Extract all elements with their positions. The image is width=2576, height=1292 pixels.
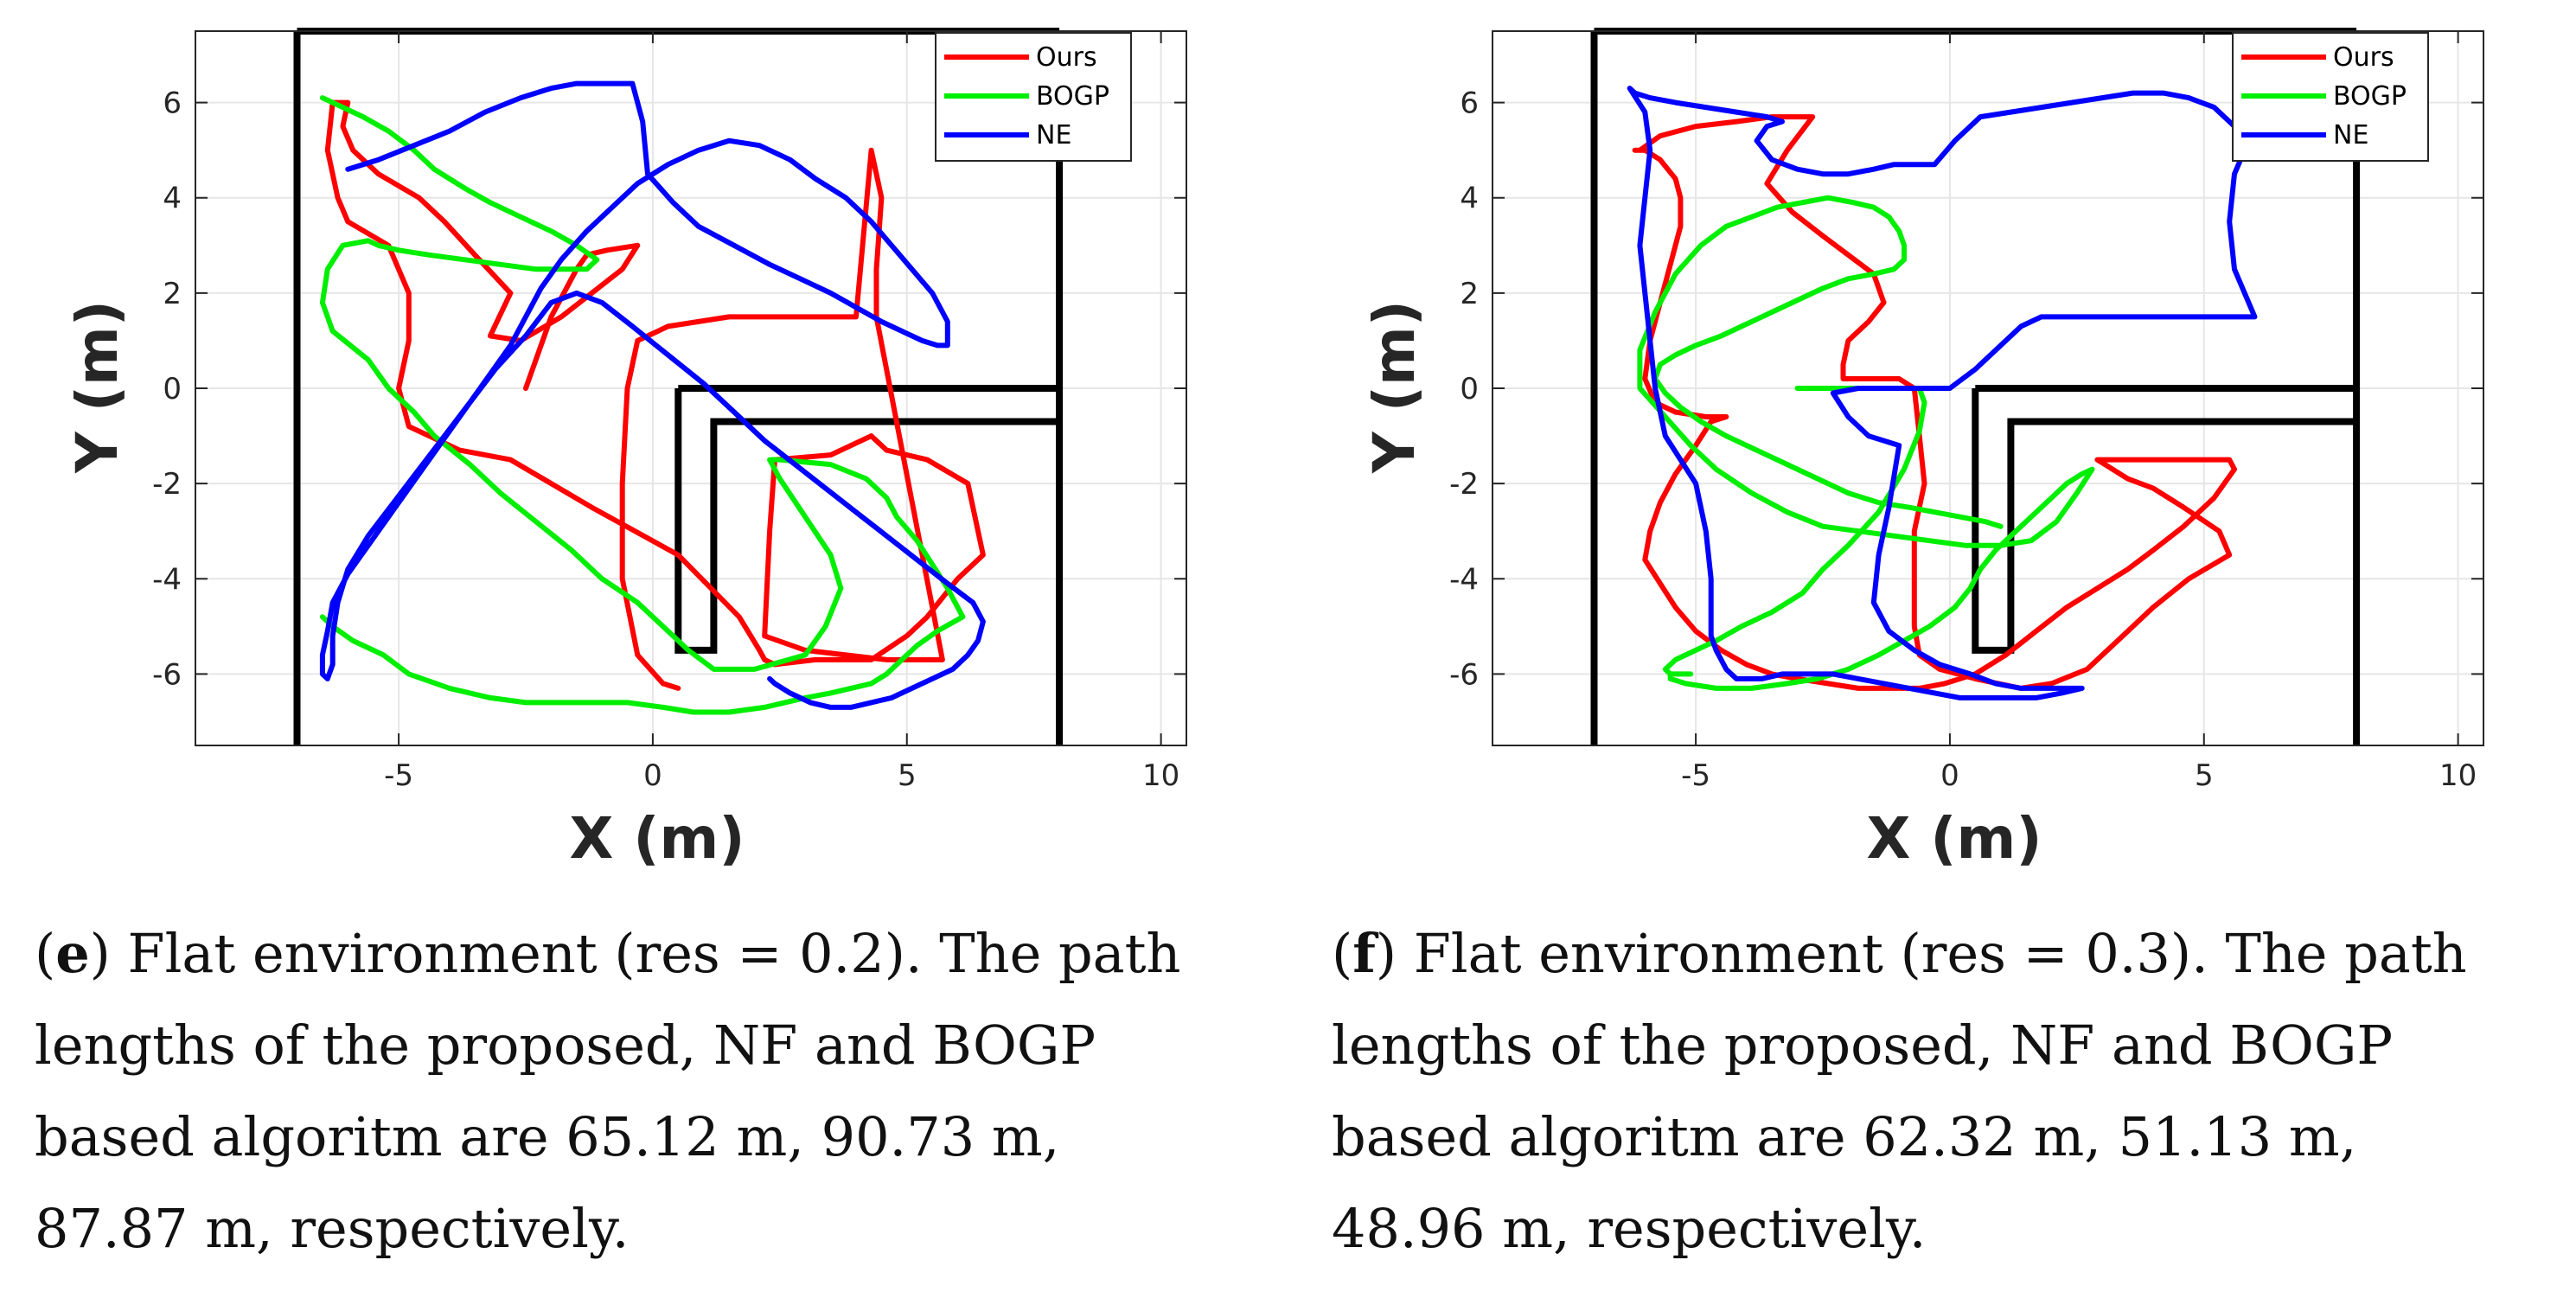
x-tick-label: 0	[1940, 758, 1959, 793]
series-ne-path	[1627, 86, 2258, 700]
caption-line: lengths of the proposed, NF and BOGP	[1332, 1014, 2394, 1077]
y-tick-label: 6	[163, 86, 182, 121]
legend-box	[2232, 32, 2429, 162]
series-bogp-path	[319, 95, 966, 715]
y-axis-label: Y (m)	[64, 300, 131, 474]
caption-line: (e) Flat environment (res = 0.2). The pa…	[35, 922, 1181, 985]
legend-label-ours: Ours	[2333, 42, 2394, 73]
chart-e: -5 0 5 10 -6 -4 -2 0 2 4 6 Ours BOGP NE X (m) Y (m…	[64, 28, 1187, 872]
series-ours-path	[324, 99, 986, 691]
caption-letter: f	[1352, 922, 1376, 985]
series-bogp-path	[1637, 195, 2095, 691]
x-tick-label: 5	[898, 758, 917, 793]
series-ours-path	[1632, 114, 2237, 691]
y-tick-label: 4	[1460, 182, 1479, 216]
caption-line: lengths of the proposed, NF and BOGP	[35, 1014, 1096, 1077]
legend-label-bogp: BOGP	[1036, 81, 1109, 112]
y-tick-label: 0	[163, 372, 182, 406]
caption-line: based algoritm are 65.12 m, 90.73 m,	[35, 1105, 1060, 1168]
caption-text: ) Flat environment (res = 0.2). The path	[89, 922, 1181, 985]
x-axis-label: X (m)	[1867, 805, 2042, 872]
x-tick-label: -5	[384, 758, 413, 793]
y-tick-label: -4	[1449, 562, 1479, 597]
x-tick-label: 0	[643, 758, 662, 793]
y-tick-label: 6	[1460, 86, 1479, 121]
caption-line: based algoritm are 62.32 m, 51.13 m,	[1332, 1105, 2357, 1168]
y-tick-label: -2	[1449, 467, 1479, 502]
y-axis-label: Y (m)	[1361, 300, 1428, 474]
wall-segment	[1972, 388, 2357, 654]
caption-line: (f) Flat environment (res = 0.3). The pa…	[1332, 922, 2467, 985]
x-tick-label: 5	[2195, 758, 2214, 793]
caption-line: 48.96 m, respectively.	[1332, 1197, 1927, 1260]
x-tick-label: 10	[1142, 758, 1179, 793]
caption-text: ) Flat environment (res = 0.3). The path	[1375, 922, 2467, 985]
chart-f: -5 0 5 10 -6 -4 -2 0 2 4 6 Ours BOGP NE X (m) Y (m…	[1361, 28, 2484, 872]
legend-label-ne: NE	[1036, 120, 1071, 150]
wall-segment	[674, 388, 1060, 654]
y-tick-label: 2	[163, 277, 182, 311]
legend-label-ne: NE	[2333, 120, 2368, 150]
legend-label-ours: Ours	[1036, 42, 1097, 73]
x-tick-label: -5	[1681, 758, 1710, 793]
caption-line: 87.87 m, respectively.	[35, 1197, 630, 1260]
y-tick-label: -6	[152, 657, 182, 692]
series-ne-path	[319, 80, 986, 710]
y-tick-label: -4	[152, 562, 182, 597]
y-tick-label: 2	[1460, 277, 1479, 311]
x-axis-label: X (m)	[570, 805, 745, 872]
caption-f: (f) Flat environment (res = 0.3). The pa…	[1332, 908, 2576, 1275]
caption-letter: e	[55, 922, 90, 985]
y-tick-label: 4	[163, 182, 182, 216]
caption-e: (e) Flat environment (res = 0.2). The pa…	[35, 908, 1280, 1275]
y-tick-label: -6	[1449, 657, 1479, 692]
y-tick-label: -2	[152, 467, 182, 502]
x-tick-label: 10	[2439, 758, 2477, 793]
y-tick-label: 0	[1460, 372, 1479, 406]
legend-label-bogp: BOGP	[2333, 81, 2407, 112]
